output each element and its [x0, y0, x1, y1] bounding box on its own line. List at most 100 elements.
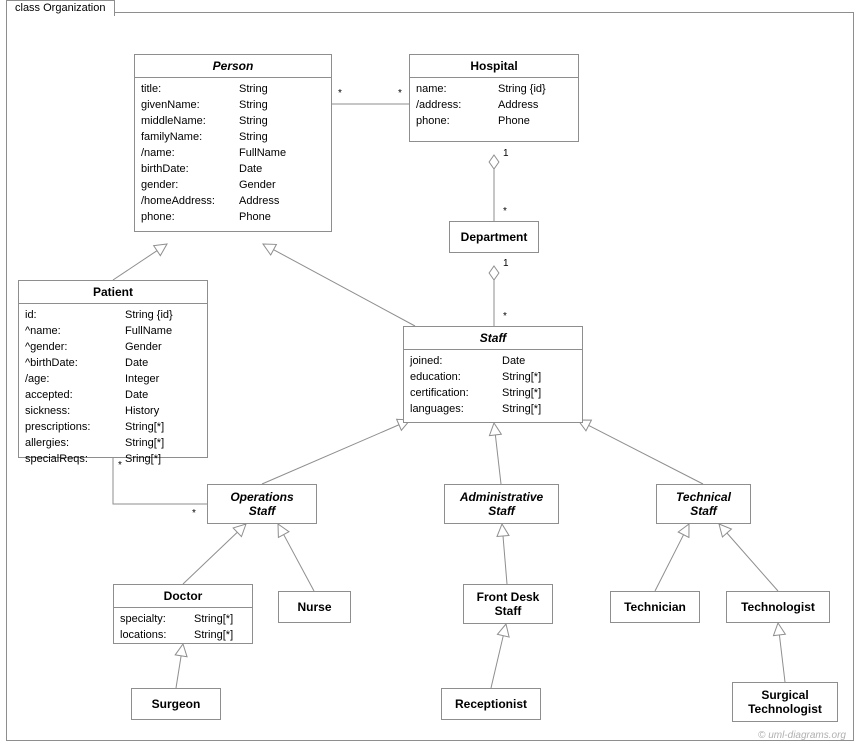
attribute-type: String {id} — [125, 307, 173, 323]
attribute-type: Sring[*] — [125, 451, 161, 467]
attribute-row: specialReqs:Sring[*] — [25, 451, 201, 467]
diagram-canvas: class Organization Persontitle:Stringgiv… — [0, 0, 860, 747]
attribute-row: allergies:String[*] — [25, 435, 201, 451]
attribute-name: sickness: — [25, 403, 125, 419]
attribute-type: String[*] — [502, 401, 541, 417]
attribute-name: middleName: — [141, 113, 239, 129]
class-front-desk-staff: Front DeskStaff — [463, 584, 553, 624]
attribute-name: ^gender: — [25, 339, 125, 355]
attribute-name: languages: — [410, 401, 502, 417]
attribute-name: familyName: — [141, 129, 239, 145]
attribute-name: ^birthDate: — [25, 355, 125, 371]
attribute-row: familyName:String — [141, 129, 325, 145]
attribute-name: birthDate: — [141, 161, 239, 177]
attribute-name: allergies: — [25, 435, 125, 451]
attribute-name: /address: — [416, 97, 498, 113]
attribute-type: Address — [498, 97, 538, 113]
class-surgeon: Surgeon — [131, 688, 221, 720]
mult-person-hospital-right: * — [398, 88, 402, 99]
class-title: Doctor — [114, 585, 252, 608]
frame-label: class Organization — [6, 0, 115, 16]
class-department: Department — [449, 221, 539, 253]
attribute-type: Gender — [125, 339, 162, 355]
watermark: © uml-diagrams.org — [758, 730, 846, 741]
attribute-name: title: — [141, 81, 239, 97]
class-technical-staff: TechnicalStaff — [656, 484, 751, 524]
attribute-row: certification:String[*] — [410, 385, 576, 401]
attribute-row: locations:String[*] — [120, 627, 246, 643]
class-technologist: Technologist — [726, 591, 830, 623]
attribute-name: specialReqs: — [25, 451, 125, 467]
attribute-type: FullName — [125, 323, 172, 339]
attribute-type: String[*] — [125, 435, 164, 451]
class-body: specialty:String[*]locations:String[*] — [114, 608, 252, 646]
attribute-name: id: — [25, 307, 125, 323]
attribute-row: middleName:String — [141, 113, 325, 129]
class-body: id:String {id}^name:FullName^gender:Gend… — [19, 304, 207, 470]
attribute-name: givenName: — [141, 97, 239, 113]
class-title: Staff — [404, 327, 582, 350]
class-nurse: Nurse — [278, 591, 351, 623]
attribute-row: givenName:String — [141, 97, 325, 113]
attribute-type: Date — [239, 161, 262, 177]
attribute-type: String[*] — [194, 627, 233, 643]
attribute-name: joined: — [410, 353, 502, 369]
class-body: title:StringgivenName:StringmiddleName:S… — [135, 78, 331, 228]
attribute-type: String — [239, 129, 268, 145]
attribute-name: education: — [410, 369, 502, 385]
mult-dept-staff-top: 1 — [503, 258, 509, 269]
attribute-type: FullName — [239, 145, 286, 161]
attribute-type: String — [239, 113, 268, 129]
mult-patient-ops-right: * — [192, 508, 196, 519]
attribute-row: name:String {id} — [416, 81, 572, 97]
class-title: Patient — [19, 281, 207, 304]
attribute-row: phone:Phone — [416, 113, 572, 129]
attribute-name: /homeAddress: — [141, 193, 239, 209]
class-hospital: Hospitalname:String {id}/address:Address… — [409, 54, 579, 142]
attribute-type: Integer — [125, 371, 159, 387]
class-person: Persontitle:StringgivenName:Stringmiddle… — [134, 54, 332, 232]
attribute-type: Gender — [239, 177, 276, 193]
attribute-row: ^name:FullName — [25, 323, 201, 339]
attribute-name: name: — [416, 81, 498, 97]
attribute-row: languages:String[*] — [410, 401, 576, 417]
attribute-type: History — [125, 403, 159, 419]
attribute-type: String {id} — [498, 81, 546, 97]
attribute-row: /name:FullName — [141, 145, 325, 161]
attribute-row: sickness:History — [25, 403, 201, 419]
mult-hospital-dept-bottom: * — [503, 206, 507, 217]
attribute-row: gender:Gender — [141, 177, 325, 193]
attribute-name: /name: — [141, 145, 239, 161]
class-body: joined:Dateeducation:String[*]certificat… — [404, 350, 582, 420]
attribute-row: specialty:String[*] — [120, 611, 246, 627]
attribute-name: phone: — [141, 209, 239, 225]
mult-patient-ops-left: * — [118, 460, 122, 471]
attribute-row: joined:Date — [410, 353, 576, 369]
class-body: name:String {id}/address:Addressphone:Ph… — [410, 78, 578, 132]
class-receptionist: Receptionist — [441, 688, 541, 720]
attribute-name: specialty: — [120, 611, 194, 627]
attribute-type: Date — [502, 353, 525, 369]
attribute-name: certification: — [410, 385, 502, 401]
mult-dept-staff-bottom: * — [503, 311, 507, 322]
class-surgical-technologist: SurgicalTechnologist — [732, 682, 838, 722]
attribute-name: accepted: — [25, 387, 125, 403]
class-staff: Staffjoined:Dateeducation:String[*]certi… — [403, 326, 583, 423]
attribute-type: Date — [125, 355, 148, 371]
attribute-type: Date — [125, 387, 148, 403]
class-administrative-staff: AdministrativeStaff — [444, 484, 559, 524]
class-patient: Patient id:String {id}^name:FullName^gend… — [18, 280, 208, 458]
attribute-type: String[*] — [502, 369, 541, 385]
attribute-row: prescriptions:String[*] — [25, 419, 201, 435]
attribute-name: /age: — [25, 371, 125, 387]
attribute-row: ^birthDate:Date — [25, 355, 201, 371]
attribute-row: education:String[*] — [410, 369, 576, 385]
attribute-row: title:String — [141, 81, 325, 97]
class-title: Hospital — [410, 55, 578, 78]
class-operations-staff: OperationsStaff — [207, 484, 317, 524]
attribute-row: accepted:Date — [25, 387, 201, 403]
attribute-name: gender: — [141, 177, 239, 193]
attribute-type: String[*] — [125, 419, 164, 435]
attribute-type: String — [239, 81, 268, 97]
attribute-row: birthDate:Date — [141, 161, 325, 177]
